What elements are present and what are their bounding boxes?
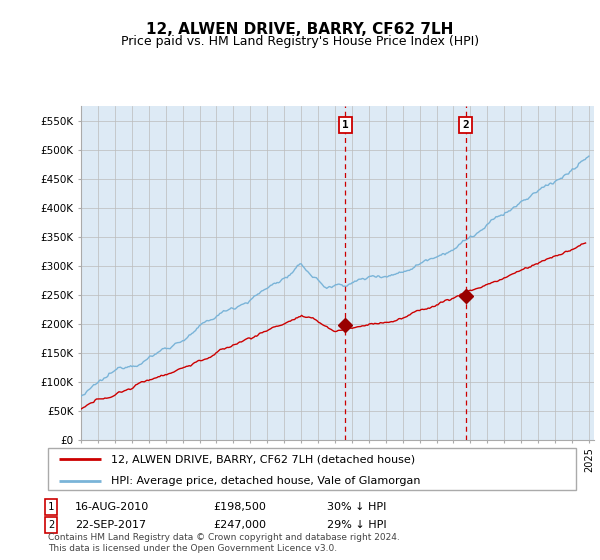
- Text: Price paid vs. HM Land Registry's House Price Index (HPI): Price paid vs. HM Land Registry's House …: [121, 35, 479, 48]
- Text: 29% ↓ HPI: 29% ↓ HPI: [327, 520, 386, 530]
- FancyBboxPatch shape: [48, 448, 576, 490]
- Text: 16-AUG-2010: 16-AUG-2010: [75, 502, 149, 512]
- Text: £247,000: £247,000: [213, 520, 266, 530]
- Text: 1: 1: [48, 502, 54, 512]
- Text: £198,500: £198,500: [213, 502, 266, 512]
- Text: 1: 1: [342, 120, 349, 130]
- Text: Contains HM Land Registry data © Crown copyright and database right 2024.
This d: Contains HM Land Registry data © Crown c…: [48, 533, 400, 553]
- Text: 12, ALWEN DRIVE, BARRY, CF62 7LH (detached house): 12, ALWEN DRIVE, BARRY, CF62 7LH (detach…: [112, 454, 415, 464]
- Text: 2: 2: [48, 520, 54, 530]
- Text: HPI: Average price, detached house, Vale of Glamorgan: HPI: Average price, detached house, Vale…: [112, 476, 421, 486]
- Text: 12, ALWEN DRIVE, BARRY, CF62 7LH: 12, ALWEN DRIVE, BARRY, CF62 7LH: [146, 22, 454, 38]
- Text: 2: 2: [462, 120, 469, 130]
- Text: 22-SEP-2017: 22-SEP-2017: [75, 520, 146, 530]
- Text: 30% ↓ HPI: 30% ↓ HPI: [327, 502, 386, 512]
